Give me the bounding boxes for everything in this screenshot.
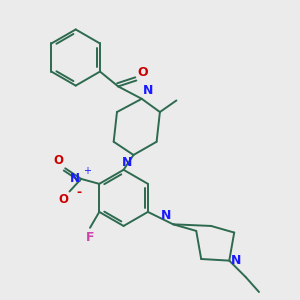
- Text: N: N: [122, 156, 132, 169]
- Text: N: N: [143, 85, 153, 98]
- Text: N: N: [70, 172, 80, 185]
- Text: O: O: [54, 154, 64, 167]
- Text: O: O: [138, 66, 148, 79]
- Text: -: -: [77, 186, 82, 199]
- Text: F: F: [86, 231, 94, 244]
- Text: +: +: [83, 166, 91, 176]
- Text: N: N: [161, 209, 172, 222]
- Text: O: O: [58, 193, 68, 206]
- Text: N: N: [231, 254, 241, 267]
